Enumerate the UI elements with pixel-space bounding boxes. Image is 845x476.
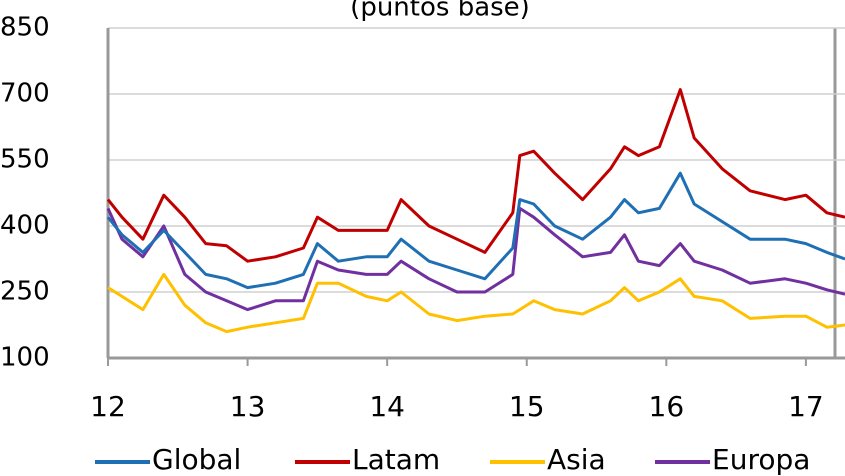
x-tick-label: 12 bbox=[90, 390, 126, 423]
series-line bbox=[106, 88, 845, 263]
y-tick-label: 400 bbox=[0, 211, 50, 241]
y-tick-label: 100 bbox=[0, 343, 50, 373]
legend-label: Global bbox=[152, 443, 241, 476]
y-tick-label: 850 bbox=[0, 13, 50, 43]
x-tick-label: 15 bbox=[509, 390, 545, 423]
x-tick-label: 17 bbox=[788, 390, 824, 423]
y-tick-label: 250 bbox=[0, 277, 50, 307]
x-tick-label: 13 bbox=[230, 390, 266, 423]
y-tick-label: 700 bbox=[0, 79, 50, 109]
series-line bbox=[107, 272, 845, 334]
x-tick-label: 16 bbox=[649, 390, 685, 423]
series-line bbox=[106, 171, 845, 290]
legend-label: Asia bbox=[547, 443, 606, 476]
legend-label: Latam bbox=[352, 443, 440, 476]
series-line bbox=[106, 206, 845, 312]
y-tick-label: 550 bbox=[0, 145, 50, 175]
legend-label: Europa bbox=[712, 443, 810, 476]
x-tick-label: 14 bbox=[369, 390, 405, 423]
chart-title: (puntos base) bbox=[350, 0, 530, 23]
